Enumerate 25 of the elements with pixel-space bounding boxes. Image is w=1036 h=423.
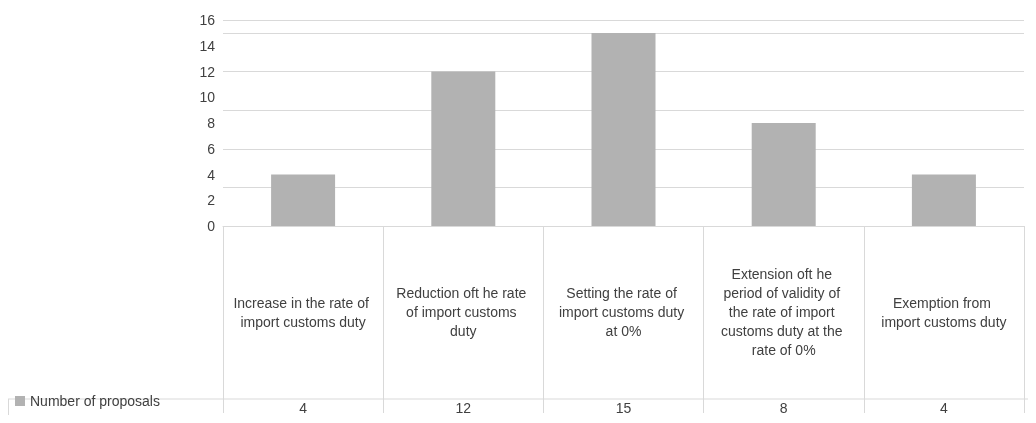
bar bbox=[591, 32, 656, 226]
y-tick-label: 0 bbox=[207, 218, 216, 234]
bar bbox=[271, 174, 336, 226]
x-tick-label: Increase in the rate of import customs duty bbox=[233, 294, 373, 330]
data-label: 4 bbox=[299, 400, 308, 416]
data-label: 8 bbox=[779, 400, 788, 416]
y-tick-label: 2 bbox=[207, 192, 216, 209]
data-label: 4 bbox=[940, 400, 948, 416]
x-tick-label: Exemption from import customs duty bbox=[881, 294, 1007, 330]
y-tick-label: 10 bbox=[199, 89, 216, 106]
x-tick-label: Reduction oft he rate of import customs duty bbox=[396, 285, 531, 339]
y-tick-label: 6 bbox=[207, 140, 216, 157]
y-tick-label: 8 bbox=[207, 115, 216, 131]
bar bbox=[751, 123, 816, 226]
data-label: 12 bbox=[455, 400, 472, 416]
bar bbox=[911, 174, 976, 226]
x-tick-label: Extension oft he period of validity of the rate of import customs duty at the rate of 0% bbox=[721, 266, 847, 358]
y-tick-label: 12 bbox=[199, 63, 216, 80]
y-tick-label: 4 bbox=[207, 166, 216, 183]
y-tick-label: 14 bbox=[199, 37, 216, 54]
y-tick-label: 16 bbox=[199, 12, 216, 28]
x-tick-label: Setting the rate of import customs duty at 0% bbox=[558, 285, 689, 339]
data-label: 15 bbox=[615, 400, 632, 416]
bar bbox=[431, 71, 496, 226]
legend-label: Number of proposals bbox=[30, 393, 160, 409]
